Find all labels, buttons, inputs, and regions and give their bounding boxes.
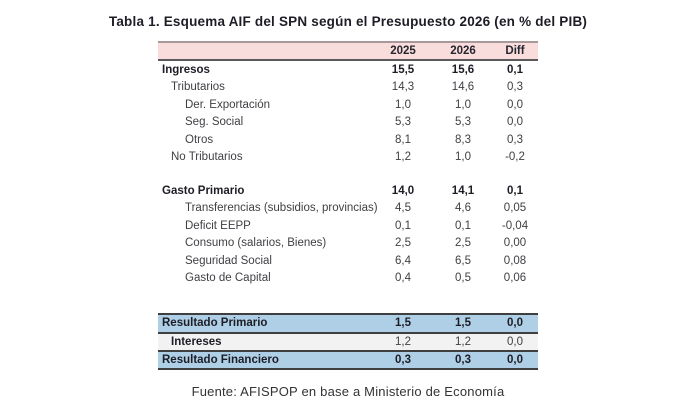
table-row: Otros 8,1 8,3 0,3	[158, 131, 538, 149]
table-row: Gasto de Capital 0,4 0,5 0,06	[158, 270, 538, 288]
cell-2025: 4,5	[395, 202, 411, 215]
cell-2026: 15,6	[451, 63, 475, 76]
table-row: Transferencias (subsidios, provincias) 4,…	[158, 200, 538, 218]
cell-diff: -0,2	[505, 151, 525, 164]
table-row: Der. Exportación 1,0 1,0 0,0	[158, 96, 538, 114]
cell-diff: 0,3	[507, 81, 523, 94]
table-row: Consumo (salarios, Bienes) 2,5 2,5 0,00	[158, 235, 538, 253]
cell-2026: 14,1	[451, 184, 475, 197]
cell-2025: 0,3	[395, 353, 411, 366]
cell-2025: 15,5	[391, 63, 415, 76]
cell-2026: 1,5	[455, 317, 471, 330]
table-row: Intereses 1,2 1,2 0,0	[158, 331, 538, 350]
column-header-diff: Diff	[505, 45, 525, 57]
row-label: Consumo (salarios, Bienes)	[185, 237, 327, 250]
cell-diff: 0,05	[503, 202, 527, 215]
cell-diff: 0,0	[507, 317, 523, 330]
cell-diff: 0,06	[503, 272, 527, 285]
row-label: Ingresos	[162, 63, 210, 76]
table-row: Deficit EEPP 0,1 0,1 -0,04	[158, 217, 538, 235]
row-label: No Tributarios	[171, 151, 243, 164]
cell-2025: 14,3	[391, 81, 415, 94]
row-label: Seg. Social	[185, 116, 244, 129]
table-row: Resultado Primario 1,5 1,5 0,0	[158, 313, 538, 332]
row-label: Gasto Primario	[162, 184, 245, 197]
cell-2025: 1,0	[395, 98, 411, 111]
cell-diff: 0,1	[507, 184, 523, 197]
table-section-spacer	[158, 166, 538, 182]
column-header-2026: 2026	[450, 45, 476, 57]
page-title: Tabla 1. Esquema AIF del SPN según el Pr…	[108, 14, 588, 29]
table-row: Tributarios 14,3 14,6 0,3	[158, 79, 538, 97]
cell-2026: 1,0	[455, 98, 471, 111]
row-label: Seguridad Social	[185, 254, 272, 267]
cell-2026: 0,5	[455, 272, 471, 285]
table-row: Gasto Primario 14,0 14,1 0,1	[158, 182, 538, 200]
cell-2025: 1,5	[395, 317, 411, 330]
cell-2026: 6,5	[455, 254, 471, 267]
table-section-spacer	[158, 287, 538, 313]
cell-diff: 0,0	[507, 116, 523, 129]
cell-diff: -0,04	[501, 219, 529, 232]
cell-2026: 5,3	[455, 116, 471, 129]
table-row: Ingresos 15,5 15,6 0,1	[158, 61, 538, 79]
cell-2025: 1,2	[395, 335, 411, 348]
cell-diff: 0,1	[507, 63, 523, 76]
cell-diff: 0,0	[507, 335, 523, 348]
table-header-row: 2025 2026 Diff	[158, 41, 538, 61]
cell-2026: 4,6	[455, 202, 471, 215]
cell-2025: 14,0	[391, 184, 415, 197]
cell-2026: 1,0	[455, 151, 471, 164]
row-label: Gasto de Capital	[185, 272, 271, 285]
cell-2025: 5,3	[395, 116, 411, 129]
table-row: No Tributarios 1,2 1,0 -0,2	[158, 149, 538, 167]
data-table: 2025 2026 Diff Ingresos 15,5 15,6 0,1 Tribut…	[158, 41, 538, 370]
table-row: Resultado Financiero 0,3 0,3 0,0	[158, 349, 538, 368]
cell-diff: 0,0	[507, 98, 523, 111]
row-label: Resultado Financiero	[162, 353, 279, 366]
row-label: Deficit EEPP	[185, 219, 251, 232]
row-label: Tributarios	[171, 81, 225, 94]
row-label: Resultado Primario	[162, 317, 268, 330]
cell-2025: 0,1	[395, 219, 411, 232]
table-body: Ingresos 15,5 15,6 0,1 Tributarios 14,3 14,6 0,…	[158, 61, 538, 368]
row-label: Transferencias (subsidios, provincias)	[185, 202, 378, 215]
cell-diff: 0,0	[507, 353, 523, 366]
source-note: Fuente: AFISPOP en base a Ministerio de …	[191, 384, 505, 399]
cell-diff: 0,00	[503, 237, 527, 250]
cell-2025: 1,2	[395, 151, 411, 164]
table-row: Seg. Social 5,3 5,3 0,0	[158, 114, 538, 132]
cell-2025: 2,5	[395, 237, 411, 250]
cell-2026: 0,3	[455, 353, 471, 366]
column-header-2025: 2025	[390, 45, 416, 57]
row-label: Der. Exportación	[185, 98, 271, 111]
table-row: Seguridad Social 6,4 6,5 0,08	[158, 252, 538, 270]
cell-2025: 8,1	[395, 133, 411, 146]
cell-2026: 0,1	[455, 219, 471, 232]
cell-2025: 0,4	[395, 272, 411, 285]
cell-2026: 2,5	[455, 237, 471, 250]
cell-2026: 14,6	[451, 81, 475, 94]
cell-2025: 6,4	[395, 254, 411, 267]
table-bottom-rule	[158, 368, 538, 370]
cell-diff: 0,08	[503, 254, 527, 267]
row-label: Otros	[185, 133, 214, 146]
cell-2026: 1,2	[455, 335, 471, 348]
cell-diff: 0,3	[507, 133, 523, 146]
row-label: Intereses	[171, 335, 222, 348]
cell-2026: 8,3	[455, 133, 471, 146]
